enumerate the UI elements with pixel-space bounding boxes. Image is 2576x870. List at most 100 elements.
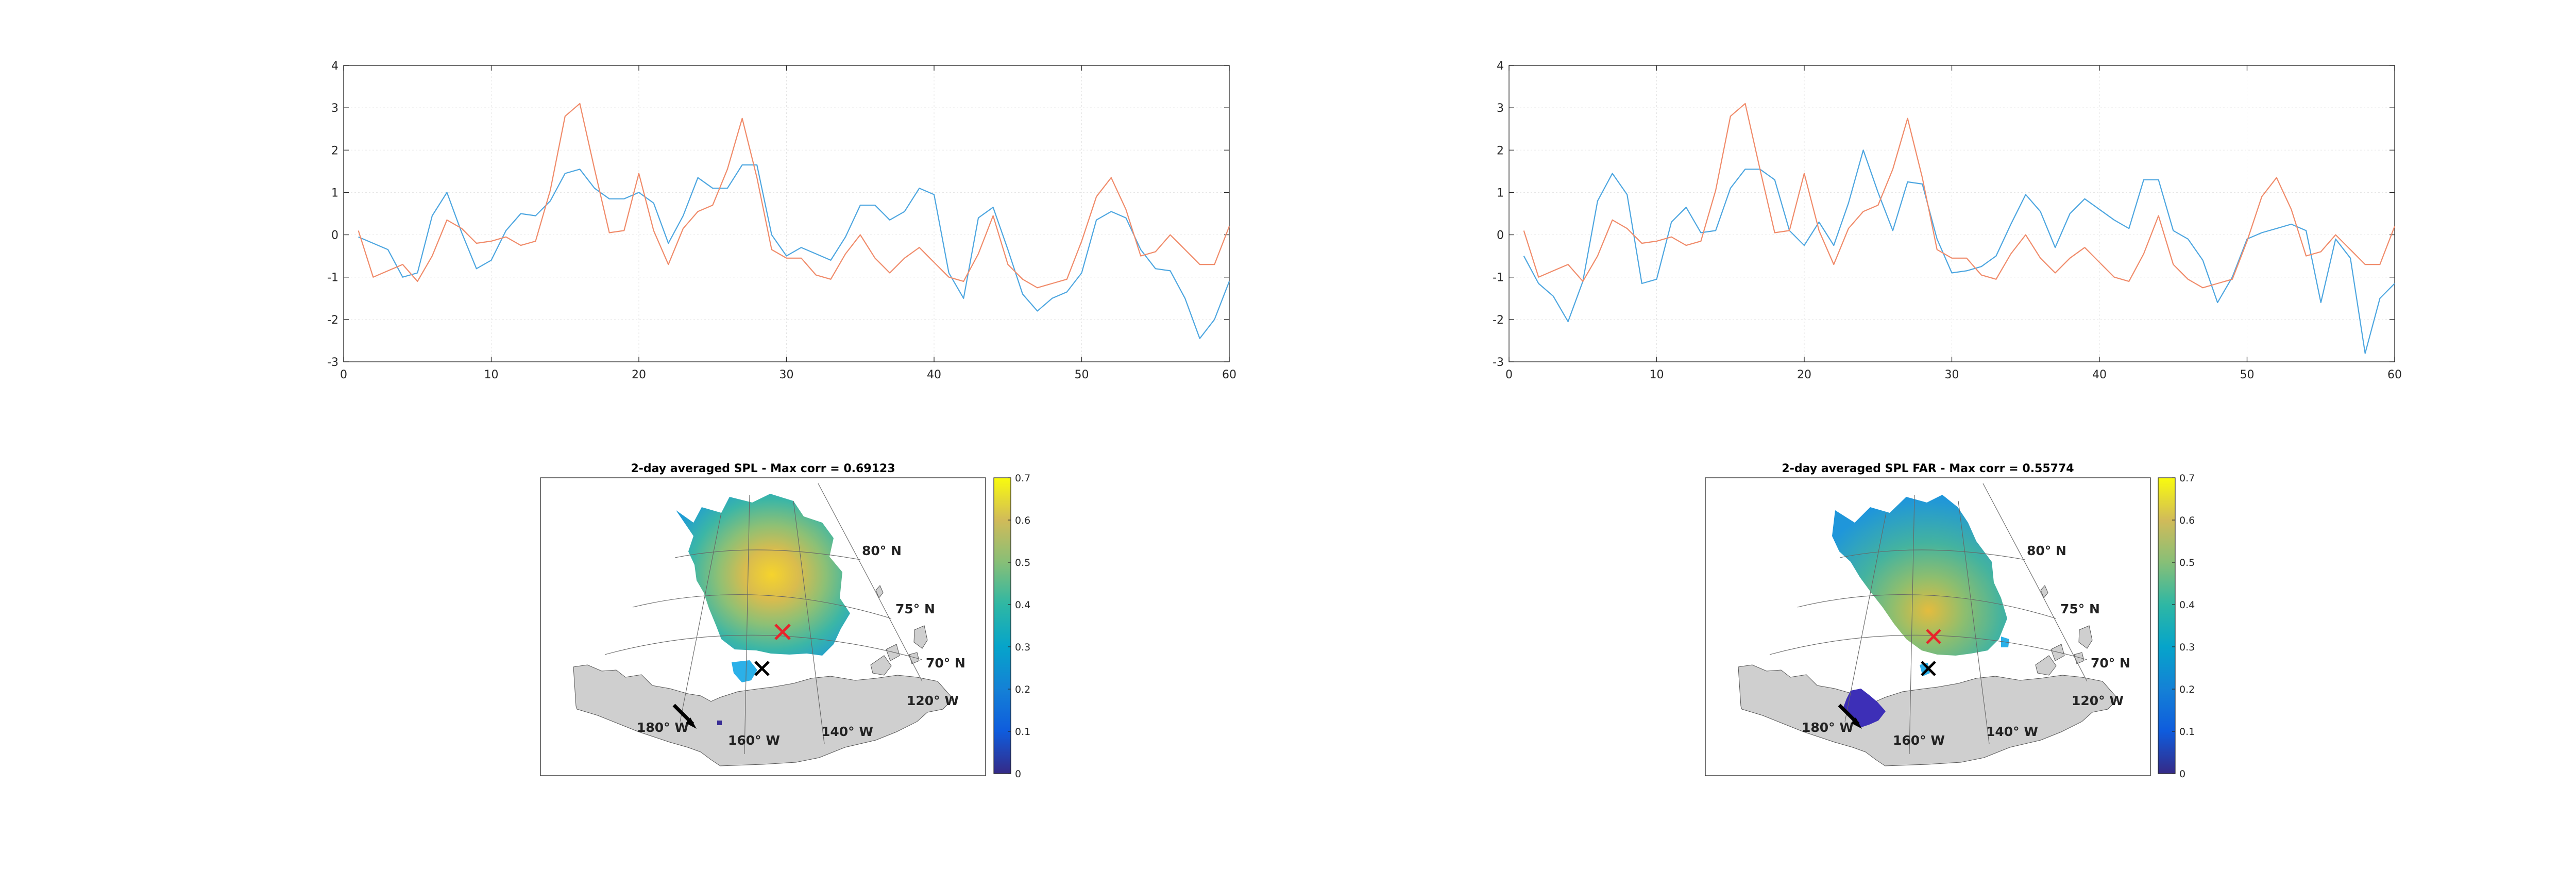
grid-lines xyxy=(1509,65,2395,362)
x-tick-label: 60 xyxy=(1222,369,1236,381)
colorbar-tick-label: 0 xyxy=(2179,768,2185,780)
x-tick-label: 30 xyxy=(779,369,794,381)
correlation-map-spl: 2-day averaged SPL - Max corr = 0.69123 … xyxy=(540,462,1030,780)
colorbar-tick-label: 0.5 xyxy=(2179,557,2195,568)
colorbar-tick-label: 0.3 xyxy=(2179,642,2195,653)
y-tick-label: 3 xyxy=(1497,102,1504,115)
land-alaska xyxy=(573,664,954,766)
correlation-field xyxy=(676,494,850,656)
max-corr-marker xyxy=(774,624,791,640)
y-tick-label: 0 xyxy=(1497,229,1504,242)
station-marker xyxy=(754,661,770,676)
colorbar-tick-label: 0.4 xyxy=(2179,599,2195,611)
land-island-4 xyxy=(2040,585,2048,598)
lat-label-75: 75° N xyxy=(895,601,935,616)
y-tick-label: 1 xyxy=(331,187,338,199)
colorbar: 0 0.1 0.2 0.3 0.4 0.5 0.6 0.7 xyxy=(2158,473,2195,780)
grid-lines xyxy=(343,65,1230,362)
lon-label-160: 160° W xyxy=(728,733,780,748)
x-tick-label: 50 xyxy=(2240,369,2255,381)
colorbar-tick-label: 0.3 xyxy=(1015,642,1030,653)
colorbar-tick-label: 0.6 xyxy=(2179,515,2195,526)
x-tick-label: 10 xyxy=(484,369,499,381)
correlation-field xyxy=(1832,495,2007,656)
y-tick-label: 2 xyxy=(1497,144,1504,157)
colorbar-tick-label: 0.6 xyxy=(1015,515,1030,526)
graticule xyxy=(604,483,923,755)
colorbar-tick-label: 0.2 xyxy=(2179,684,2195,695)
series-line-1 xyxy=(358,164,1230,339)
station-marker xyxy=(1921,661,1936,676)
x-tick-label: 50 xyxy=(1075,369,1089,381)
correlation-map-spl-far: 2-day averaged SPL FAR - Max corr = 0.55… xyxy=(1705,462,2195,780)
series-lines xyxy=(1523,103,2396,354)
y-tick-label: -3 xyxy=(327,356,338,369)
lon-label-160: 160° W xyxy=(1893,733,1945,748)
land-island-3 xyxy=(2050,644,2065,661)
graticule xyxy=(1769,483,2088,755)
colorbar-gradient xyxy=(993,477,1011,774)
y-tick-label: 3 xyxy=(331,102,338,115)
lat-label-70: 70° N xyxy=(2091,656,2130,671)
station-arrow xyxy=(672,704,697,729)
max-corr-marker xyxy=(1926,629,1941,644)
land-island-1 xyxy=(2035,655,2057,676)
land-island-4 xyxy=(875,585,884,598)
tick-marks xyxy=(1509,65,2395,362)
colorbar-tick-label: 0.7 xyxy=(2179,473,2195,484)
y-tick-label: 2 xyxy=(331,144,338,157)
x-tick-label: 0 xyxy=(340,369,347,381)
x-tick-label: 60 xyxy=(2387,369,2402,381)
lon-label-120: 120° W xyxy=(907,693,959,708)
y-tick-label: 4 xyxy=(1497,60,1504,73)
latitude-labels: 80° N 75° N 70° N xyxy=(862,543,965,671)
correlation-patch xyxy=(732,660,757,682)
colorbar-tick-label: 0.2 xyxy=(1015,684,1030,695)
y-tick-label: -2 xyxy=(1493,314,1504,327)
longitude-labels: 180° W 160° W 140° W 120° W xyxy=(1802,693,2124,748)
map-title: 2-day averaged SPL - Max corr = 0.69123 xyxy=(631,462,895,475)
lon-label-180: 180° W xyxy=(637,720,689,735)
lat-label-80: 80° N xyxy=(862,543,902,558)
x-tick-label: 20 xyxy=(1797,369,1811,381)
longitude-labels: 180° W 160° W 140° W 120° W xyxy=(637,693,959,748)
colorbar-tick-labels: 0 0.1 0.2 0.3 0.4 0.5 0.6 0.7 xyxy=(2172,473,2195,780)
x-tick-labels: 0 10 20 30 40 50 60 xyxy=(340,369,1236,381)
x-tick-label: 40 xyxy=(927,369,941,381)
land-island-2 xyxy=(2078,625,2093,649)
colorbar-tick-label: 0 xyxy=(1015,768,1021,780)
correlation-patch xyxy=(717,721,722,725)
x-tick-labels: 0 10 20 30 40 50 60 xyxy=(1505,369,2402,381)
lon-label-140: 140° W xyxy=(1986,724,2038,739)
lat-label-80: 80° N xyxy=(2027,543,2066,558)
line-chart-right: 0 10 20 30 40 50 60 -3 -2 -1 0 1 2 3 4 xyxy=(1493,60,2402,381)
line-chart-left: 0 10 20 30 40 50 60 -3 -2 -1 0 1 2 3 4 xyxy=(327,60,1236,381)
x-tick-label: 30 xyxy=(1945,369,1959,381)
series-lines xyxy=(358,103,1230,339)
latitude-labels: 80° N 75° N 70° N xyxy=(2027,543,2130,671)
x-tick-label: 10 xyxy=(1650,369,1664,381)
colorbar-tick-label: 0.1 xyxy=(2179,726,2195,738)
series-line-2 xyxy=(358,103,1230,289)
y-tick-label: 4 xyxy=(331,60,338,73)
land-island-2 xyxy=(913,625,928,649)
colorbar-tick-labels: 0 0.1 0.2 0.3 0.4 0.5 0.6 0.7 xyxy=(1008,473,1030,780)
colorbar-tick-label: 0.5 xyxy=(1015,557,1030,568)
y-tick-label: -1 xyxy=(1493,272,1504,285)
x-tick-label: 20 xyxy=(632,369,646,381)
colorbar-tick-label: 0.4 xyxy=(1015,599,1030,611)
lat-label-70: 70° N xyxy=(926,656,965,671)
lon-label-120: 120° W xyxy=(2072,693,2124,708)
y-tick-label: 1 xyxy=(1497,187,1504,199)
lat-label-75: 75° N xyxy=(2060,601,2100,616)
map-title: 2-day averaged SPL FAR - Max corr = 0.55… xyxy=(1782,462,2074,475)
land-alaska xyxy=(1738,664,2119,766)
y-tick-labels: -3 -2 -1 0 1 2 3 4 xyxy=(1493,60,1504,369)
y-tick-label: -2 xyxy=(327,314,338,327)
x-tick-label: 40 xyxy=(2092,369,2107,381)
colorbar-tick-label: 0.7 xyxy=(1015,473,1030,484)
land-island-3 xyxy=(886,644,900,661)
colorbar-gradient xyxy=(2158,477,2176,774)
y-tick-labels: -3 -2 -1 0 1 2 3 4 xyxy=(327,60,338,369)
